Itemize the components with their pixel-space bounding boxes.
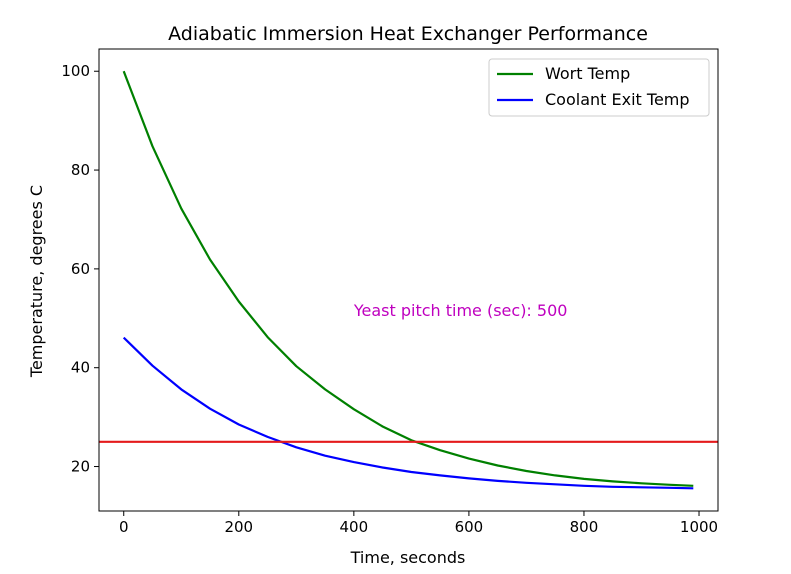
x-tick-label: 1000	[680, 518, 718, 536]
plot-area: 0 200 400 600 800 1000 20 40 60 80 100	[61, 48, 719, 536]
chart-title: Adiabatic Immersion Heat Exchanger Perfo…	[168, 23, 648, 45]
legend-label-1: Coolant Exit Temp	[545, 90, 690, 109]
y-tick-label: 40	[71, 359, 90, 377]
legend: Wort Temp Coolant Exit Temp	[488, 58, 710, 117]
x-tick-label: 200	[224, 518, 253, 536]
y-tick-label: 20	[71, 458, 90, 476]
y-tick-label: 80	[71, 161, 90, 179]
y-axis-label: Temperature, degrees C	[27, 185, 46, 378]
x-tick-label: 0	[119, 518, 129, 536]
series-line-0	[122, 70, 694, 487]
x-tick-label: 400	[340, 518, 369, 536]
legend-label-0: Wort Temp	[545, 64, 630, 83]
x-axis-label: Time, seconds	[350, 548, 466, 567]
y-tick-label: 100	[61, 62, 90, 80]
x-tick-label: 800	[570, 518, 599, 536]
axes-frame	[98, 48, 719, 512]
series-line-1	[122, 336, 694, 490]
x-tick-label: 600	[455, 518, 484, 536]
legend-box	[488, 58, 710, 117]
y-tick-label: 60	[71, 260, 90, 278]
yeast-pitch-annotation: Yeast pitch time (sec): 500	[353, 301, 568, 320]
